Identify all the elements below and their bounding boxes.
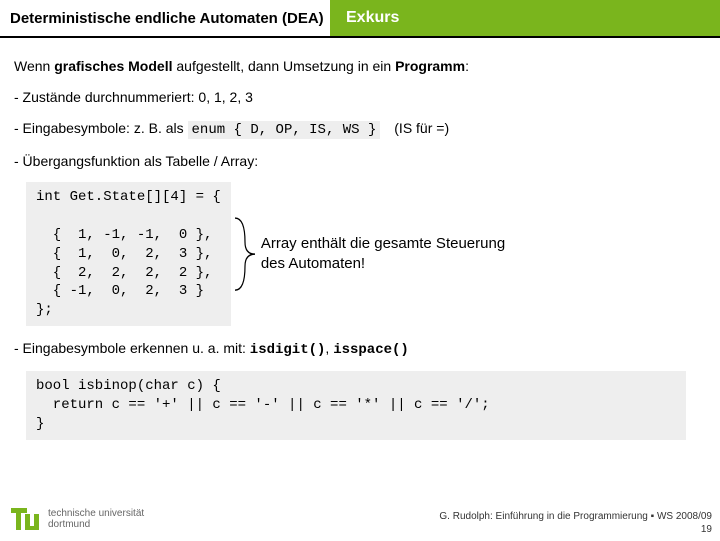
- header-title-left: Deterministische endliche Automaten (DEA…: [0, 0, 330, 36]
- isspace-code: isspace(): [333, 342, 409, 358]
- array-code-wrapper: int Get.State[][4] = { { 1, -1, -1, 0 },…: [26, 182, 231, 326]
- slide-footer: technische universität dortmund G. Rudol…: [0, 490, 720, 540]
- intro-text: Wenn grafisches Modell aufgestellt, dann…: [14, 56, 706, 77]
- header-title-right: Exkurs: [330, 0, 720, 36]
- uni-line1: technische universität: [48, 508, 144, 519]
- university-logo: technische universität dortmund: [8, 502, 144, 536]
- bullet2-prefix: - Eingabesymbole: z. B. als: [14, 120, 184, 136]
- bullet4-prefix: - Eingabesymbole erkennen u. a. mit:: [14, 340, 246, 356]
- bullet-states: - Zustände durchnummeriert: 0, 1, 2, 3: [14, 87, 706, 108]
- binop-code-wrapper: bool isbinop(char c) { return c == '+' |…: [26, 371, 706, 440]
- curly-brace-icon: [231, 182, 265, 326]
- slide-content: Wenn grafisches Modell aufgestellt, dann…: [0, 38, 720, 440]
- bullet-transition: - Übergangsfunktion als Tabelle / Array:: [14, 151, 706, 172]
- state-array-code: int Get.State[][4] = { { 1, -1, -1, 0 },…: [26, 182, 231, 326]
- university-name: technische universität dortmund: [48, 508, 144, 530]
- array-section: int Get.State[][4] = { { 1, -1, -1, 0 },…: [26, 182, 706, 326]
- bullet-recognize: - Eingabesymbole erkennen u. a. mit: isd…: [14, 338, 706, 361]
- slide-header: Deterministische endliche Automaten (DEA…: [0, 0, 720, 38]
- footer-credit: G. Rudolph: Einführung in die Programmie…: [439, 510, 712, 536]
- page-number: 19: [439, 523, 712, 536]
- credit-line: G. Rudolph: Einführung in die Programmie…: [439, 510, 712, 523]
- isbinop-code: bool isbinop(char c) { return c == '+' |…: [26, 371, 686, 440]
- enum-code: enum { D, OP, IS, WS }: [188, 121, 381, 139]
- bullet-input-symbols: - Eingabesymbole: z. B. als enum { D, OP…: [14, 118, 706, 141]
- bullet2-note: (IS für =): [394, 120, 449, 136]
- tu-logo-icon: [8, 502, 42, 536]
- uni-line2: dortmund: [48, 519, 144, 530]
- isdigit-code: isdigit(): [250, 342, 326, 358]
- array-note: Array enthält die gesamte Steuerung des …: [261, 234, 521, 275]
